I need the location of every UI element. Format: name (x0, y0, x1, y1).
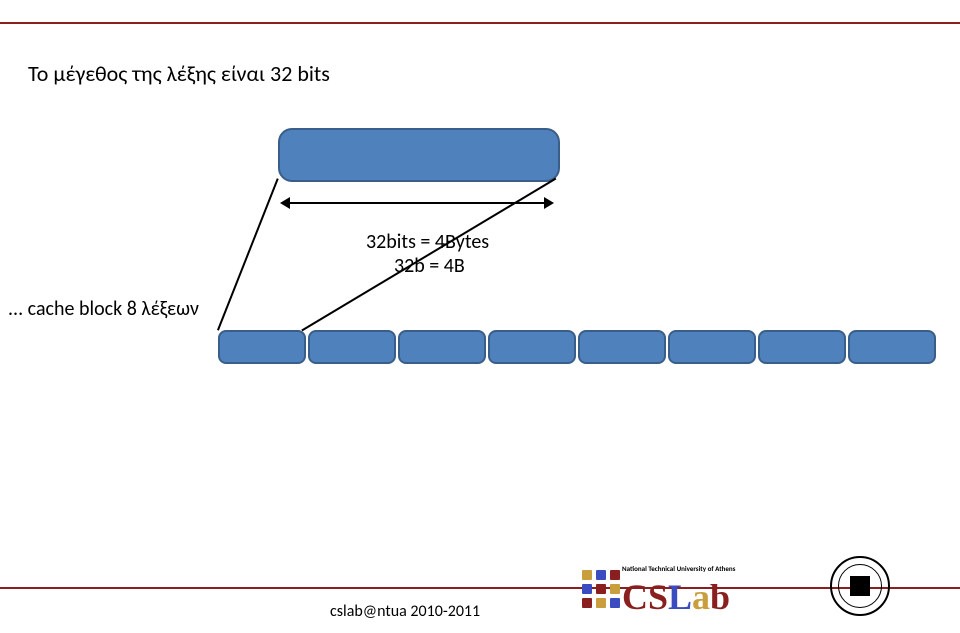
cache-word-6 (758, 330, 846, 364)
cache-word-1 (308, 330, 396, 364)
cache-word-4 (578, 330, 666, 364)
cache-word-5 (668, 330, 756, 364)
logo-ntua-text: National Technical University of Athens (622, 564, 735, 573)
logo-dots-icon (582, 570, 620, 608)
footer-text: cslab@ntua 2010-2011 (330, 602, 480, 621)
bottom-rule (0, 587, 960, 589)
logo-cslab: CSLab (622, 576, 730, 618)
ntua-seal-icon (830, 556, 890, 616)
size-arrow-line (288, 202, 546, 204)
cache-word-0 (218, 330, 306, 364)
projection-line-left (217, 178, 278, 331)
cache-label: ... cache block 8 λέξεων (8, 297, 199, 321)
cache-word-7 (848, 330, 936, 364)
word-block (278, 128, 560, 182)
size-label-line2: 32b = 4B (394, 254, 465, 278)
size-arrow-left-head (280, 197, 290, 209)
title-text: Το μέγεθος της λέξης είναι 32 bits (28, 60, 330, 87)
cache-word-3 (488, 330, 576, 364)
cache-word-2 (398, 330, 486, 364)
top-rule (0, 22, 960, 24)
size-label-line1: 32bits = 4Bytes (366, 230, 489, 254)
slide-root: Το μέγεθος της λέξης είναι 32 bits 32bit… (0, 0, 960, 633)
size-arrow-right-head (544, 197, 554, 209)
